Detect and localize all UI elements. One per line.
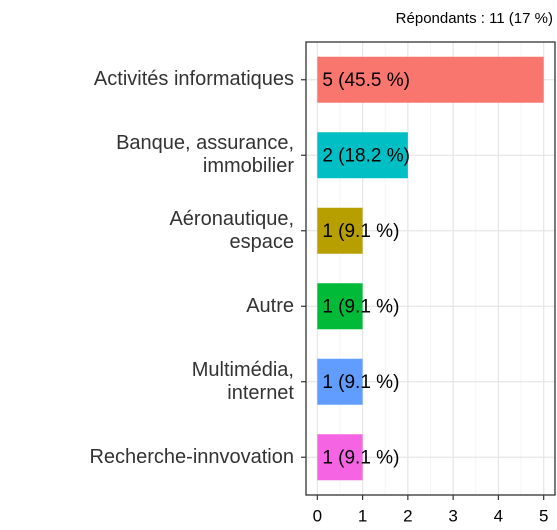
bar <box>317 56 544 103</box>
subtitle: Répondants : 11 (17 %) <box>396 10 553 27</box>
y-tick-label: Activités informatiques <box>93 68 294 91</box>
x-tick-label: 3 <box>448 506 457 525</box>
x-tick-label: 0 <box>313 506 322 525</box>
bar <box>317 434 363 481</box>
bar <box>317 207 363 254</box>
y-tick-label: Multimédia, internet <box>191 358 294 404</box>
value-label: 5 (45.5 %) <box>322 70 410 91</box>
x-tick-label: 1 <box>358 506 367 525</box>
bar <box>317 283 363 330</box>
value-label: 1 (9.1 %) <box>322 296 399 317</box>
x-tick-label: 2 <box>403 506 412 525</box>
value-label: 1 (9.1 %) <box>322 372 399 393</box>
value-label: 1 (9.1 %) <box>322 221 399 242</box>
y-tick-label: Recherche-innvovation <box>89 445 294 468</box>
x-tick-label: 4 <box>494 506 503 525</box>
bar <box>317 132 408 179</box>
y-tick-label: Banque, assurance, immobilier <box>116 132 294 178</box>
bar <box>317 358 363 405</box>
value-label: 2 (18.2 %) <box>322 145 410 166</box>
x-tick-label: 5 <box>539 506 548 525</box>
y-tick-label: Aéronautique, espace <box>169 207 294 253</box>
panel-border <box>305 41 556 496</box>
y-tick-label: Autre <box>246 294 294 317</box>
value-label: 1 (9.1 %) <box>322 447 399 468</box>
